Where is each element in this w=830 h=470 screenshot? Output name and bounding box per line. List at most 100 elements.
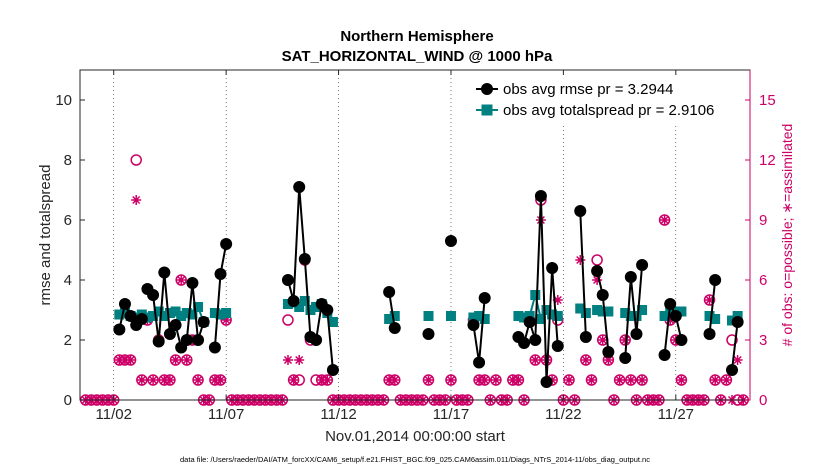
spread-marker [479,314,490,324]
spread-marker [159,311,170,321]
rmse-line [579,210,587,338]
spread-marker [209,308,220,318]
obs-assimilated-marker [423,375,434,385]
spread-marker [153,306,164,317]
rmse-marker [163,328,176,340]
obs-assimilated-marker [221,315,232,325]
obs-assimilated-marker [170,355,181,365]
rmse-marker [546,262,559,274]
legend-box [470,75,742,125]
y2-tick-label: 3 [759,332,767,349]
rmse-marker [152,335,165,348]
rmse-marker [591,265,604,277]
spread-marker [603,306,614,317]
spread-marker [597,306,608,317]
rmse-marker [602,346,615,358]
y-tick-label: 8 [64,152,72,169]
obs-assimilated-marker [637,375,648,385]
spread-marker [575,303,586,314]
y-tick-label: 6 [64,212,72,229]
spread-marker [294,302,305,312]
obs-assimilated-marker [148,375,159,385]
rmse-marker [298,253,311,265]
spread-marker [580,308,591,318]
spread-marker [282,299,293,309]
obs-assimilated-marker [114,355,125,365]
spread-marker [710,314,721,324]
obs-assimilated-marker [120,355,130,365]
spread-marker [519,312,530,323]
obs-assimilated-marker [322,375,333,385]
spread-marker [170,306,181,317]
rmse-marker [664,298,677,310]
obs-assimilated-marker [513,375,524,385]
obs-assimilated-marker [704,295,715,305]
obs-assimilated-marker [710,375,721,385]
spread-marker [592,305,603,315]
rmse-marker [703,328,716,340]
rmse-marker [180,334,193,346]
y2-tick-label: 6 [759,272,767,289]
rmse-marker [478,292,491,304]
obs-assimilated-marker [580,355,591,365]
legend-spread-label: obs avg totalspread pr = 2.9106 [503,102,714,119]
spread-marker [547,309,558,320]
y2-tick-label: 9 [759,212,767,229]
obs-assimilated-marker [659,215,670,225]
spread-marker [299,296,310,306]
rmse-marker [658,349,671,361]
spread-marker [659,311,670,321]
spread-marker [445,311,456,321]
obs-assimilated-marker [181,355,192,365]
spread-marker [468,312,479,323]
obs-assimilated-marker [586,375,597,385]
spread-marker [389,311,400,321]
legend-rmse-marker [481,83,493,95]
spread-marker [193,302,204,312]
rmse-marker [147,289,160,301]
y-tick-label: 2 [64,332,72,349]
chart-subtitle: SAT_HORIZONTAL_WIND @ 1000 hPa [282,48,553,65]
x-tick-label: 11/17 [433,406,469,423]
obs-assimilated-marker [446,375,456,385]
rmse-marker [523,316,536,328]
y-axis-label: rmse and totalspread [37,165,54,306]
spread-marker [535,314,546,324]
spread-marker [215,309,226,320]
obs-assimilated-marker [597,335,608,345]
rmse-marker [135,313,148,325]
obs-assimilated-marker [474,375,485,385]
rmse-marker [574,205,587,217]
obs-assimilated-marker [575,255,586,265]
rmse-marker [467,319,480,331]
spread-marker [176,311,187,321]
obs-assimilated-marker [552,295,563,305]
rmse-marker [444,235,457,247]
rmse-marker [287,295,300,307]
spread-marker [541,305,552,315]
spread-marker [676,306,687,317]
y-axis-left: 0 2 4 6 8 10 [55,92,85,409]
rmse-marker [388,322,401,334]
x-axis-label: Nov.01,2014 00:00:00 start [325,428,506,445]
spread-marker [530,290,541,300]
rmse-marker [619,352,632,364]
rmse-marker [124,310,137,322]
rmse-marker [293,181,306,193]
obs-assimilated-marker [384,375,395,385]
rmse-marker [214,268,227,280]
obs-assimilated-marker [193,375,203,385]
rmse-marker [473,356,486,369]
obs-assimilated-marker [209,375,220,385]
rmse-marker [158,266,171,279]
rmse-marker [551,340,564,352]
x-tick-label: 11/07 [208,406,244,423]
obs-assimilated-marker [125,355,136,365]
rmse-marker [675,334,688,346]
obs-assimilated-marker [294,355,305,365]
rmse-marker [326,364,339,376]
spread-marker [552,311,563,321]
rmse-marker [310,334,323,346]
spread-marker [221,308,232,318]
obs-assimilated-marker [288,375,299,385]
